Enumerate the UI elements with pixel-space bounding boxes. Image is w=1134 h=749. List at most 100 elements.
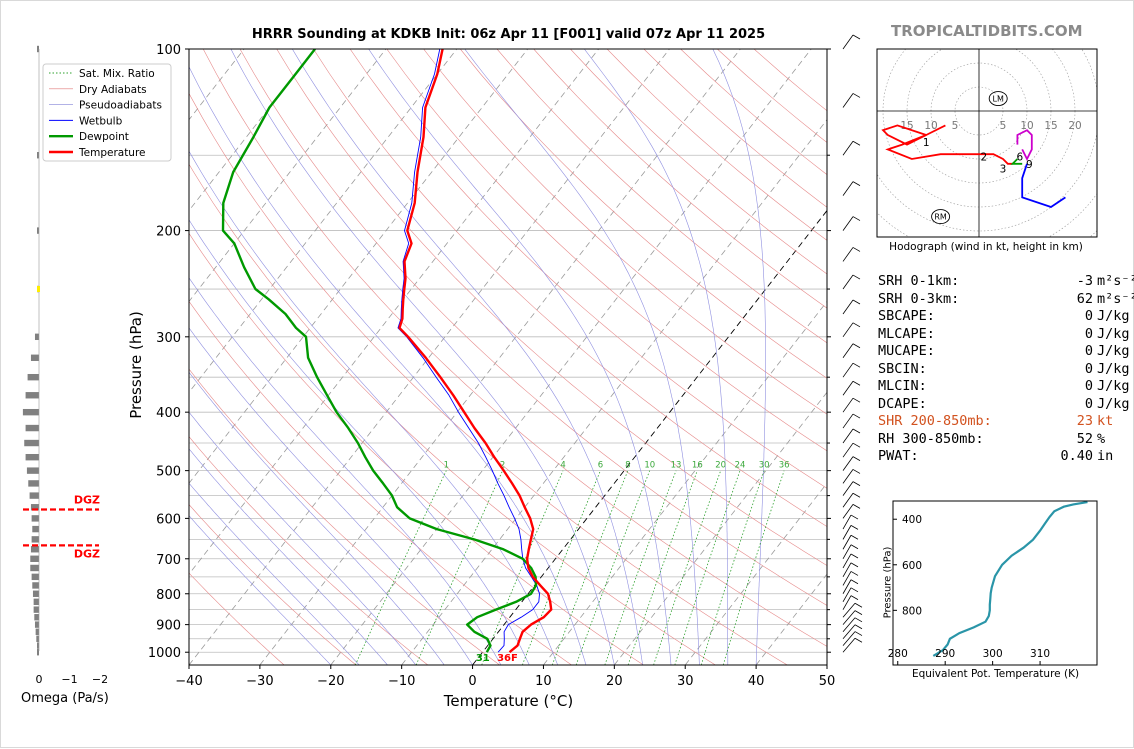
stat-row: SRH 0-3km: 62 m²s⁻² <box>878 291 1134 309</box>
wind-barb <box>842 299 854 315</box>
dry-adiabat-line <box>533 49 827 309</box>
hodograph-ring-label: 10 <box>1020 120 1033 132</box>
lm-label: LM <box>993 95 1004 104</box>
dry-adiabat-line <box>189 368 500 665</box>
wind-barb-flag <box>850 525 859 530</box>
wind-barb-flag <box>852 34 861 40</box>
wind-barb-flag <box>850 587 859 593</box>
thetae-x-tick-label: 290 <box>935 648 955 660</box>
wind-barb-flag <box>854 602 863 608</box>
legend: Sat. Mix. Ratio Dry Adiabats Pseudoadiabat… <box>42 63 172 162</box>
wind-barb <box>842 587 852 603</box>
omega-bar <box>35 628 39 635</box>
wind-barb-flag <box>850 534 859 540</box>
wind-barb <box>842 216 854 231</box>
wind-barb <box>842 140 854 156</box>
wind-barb <box>842 610 856 625</box>
omega-bar <box>25 392 39 399</box>
wind-barb-flag <box>854 624 863 630</box>
stat-row: SBCIN: 0 J/kg <box>878 361 1134 379</box>
pseudoadiabat-line <box>189 371 445 665</box>
hodograph-height-label: 9 <box>1026 159 1033 171</box>
stat-row: MUCAPE: 0 J/kg <box>878 343 1134 361</box>
dry-adiabat-line <box>239 49 827 606</box>
thetae-y-tick-label: 400 <box>902 514 922 526</box>
omega-bar <box>36 635 39 642</box>
hodograph-height-label: 6 <box>1016 152 1023 164</box>
hodograph-caption: Hodograph (wind in kt, height in km) <box>889 241 1083 253</box>
chart-title: HRRR Sounding at KDKB Init: 06z Apr 11 [… <box>251 27 766 42</box>
wind-barb <box>842 544 852 559</box>
x-tick-label: −30 <box>246 674 273 689</box>
thetae-x-tick-label: 310 <box>1030 648 1050 660</box>
hodograph-trace <box>1016 129 1033 162</box>
wind-barb-flag <box>852 299 861 305</box>
wind-barb <box>842 504 854 519</box>
wind-barb <box>842 624 856 640</box>
stat-key: MLCAPE: <box>878 325 935 342</box>
pseudoadiabat-line <box>189 515 332 665</box>
wind-barb <box>842 343 854 359</box>
omega-panel: 0 −1 −2 DGZ DGZ <box>22 45 108 686</box>
stat-unit: m²s⁻² <box>1097 290 1134 307</box>
omega-bar <box>25 424 39 432</box>
isotherm-line <box>330 49 812 665</box>
omega-tick-label: −1 <box>61 673 77 686</box>
stat-key: MLCIN: <box>878 378 927 394</box>
x-axis-label: Temperature (°C) <box>443 692 574 710</box>
stat-key: SHR 200-850mb: <box>878 413 992 429</box>
wind-barb-flag <box>850 571 859 576</box>
mixing-ratio-line <box>700 470 765 665</box>
wind-barb-flag <box>850 595 859 600</box>
rm-marker <box>931 209 951 225</box>
stat-unit: J/kg <box>1097 395 1130 412</box>
wind-barb-flag <box>854 610 863 615</box>
mixing-ratio-label: 36 <box>779 461 790 471</box>
pseudoadiabat-line <box>712 49 766 665</box>
wind-barb-flag <box>850 553 859 559</box>
pseudoadiabat-line <box>230 49 615 665</box>
wind-barb <box>842 469 854 484</box>
thetae-y-tick-label: 800 <box>902 605 922 617</box>
wind-barb-flag <box>854 637 863 643</box>
mixing-ratio-label: 8 <box>625 461 630 471</box>
y-tick-label: 200 <box>156 225 181 240</box>
mixing-ratio-label: 1 <box>444 461 449 471</box>
omega-bar <box>27 373 39 381</box>
pseudoadiabat-line <box>189 219 530 665</box>
stat-unit: J/kg <box>1097 325 1130 342</box>
x-tick-label: −20 <box>317 674 344 689</box>
hodograph-ring-label: 20 <box>1068 120 1081 132</box>
mixing-ratio-line <box>551 470 629 665</box>
omega-bar <box>30 564 39 572</box>
stat-row: PWAT: 0.40 in <box>878 448 1134 466</box>
stat-value: 0 <box>1084 360 1093 377</box>
x-tick-label: 50 <box>819 674 836 689</box>
stat-value: 0 <box>1084 395 1093 412</box>
dgz-label: DGZ <box>74 494 100 507</box>
pseudoadiabat-line <box>189 448 388 665</box>
stat-row: RH 300-850mb: 52% <box>878 431 1134 449</box>
stat-key: MUCAPE: <box>878 343 935 359</box>
omega-bar <box>26 467 39 474</box>
hodograph-ring-label: 15 <box>1044 120 1057 132</box>
wind-barb <box>842 602 856 618</box>
dry-adiabat-line <box>202 49 827 647</box>
stat-value: 0 <box>1084 308 1093 324</box>
wind-barb <box>842 181 854 196</box>
wind-barb-flag <box>852 397 861 403</box>
dry-adiabat-line <box>496 49 827 344</box>
omega-bar <box>37 227 39 234</box>
omega-tick-label: 0 <box>36 673 43 686</box>
omega-bar <box>31 515 39 522</box>
omega-bar <box>34 614 39 621</box>
x-tick-label: −10 <box>388 674 415 689</box>
omega-tick-label: −2 <box>92 673 108 686</box>
mixing-ratio-label: 10 <box>644 461 655 471</box>
wind-barb <box>842 617 856 633</box>
mixing-ratio-line <box>354 470 447 665</box>
wind-barb <box>842 442 854 458</box>
isotherm-line <box>189 49 670 665</box>
legend-label: Pseudoadiabats <box>79 100 162 112</box>
wind-barb-flag <box>852 492 861 498</box>
